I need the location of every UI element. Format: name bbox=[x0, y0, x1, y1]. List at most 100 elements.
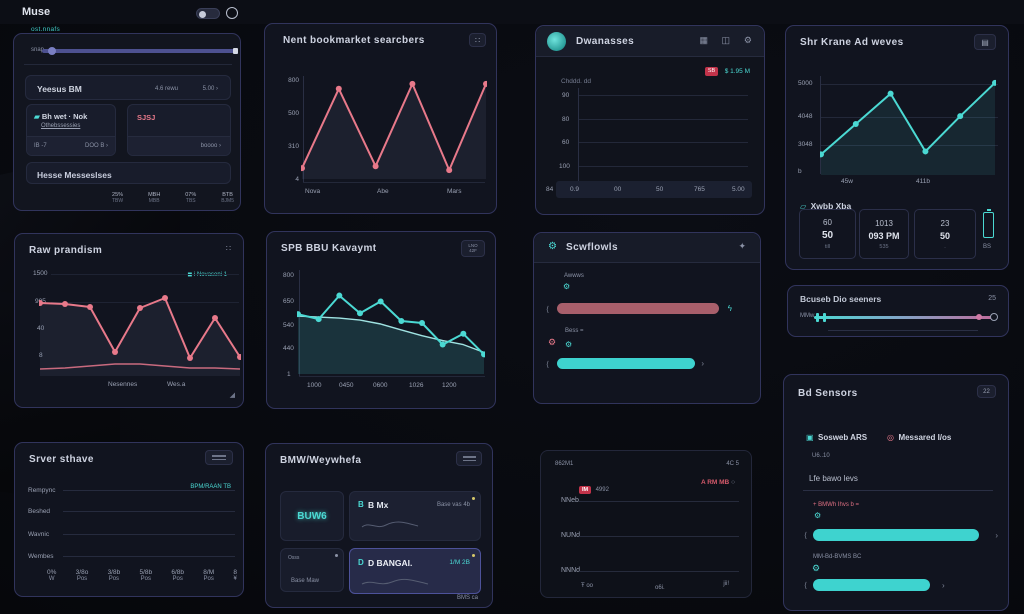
panel-slider-track[interactable] bbox=[42, 47, 238, 55]
progress-bar-red bbox=[557, 303, 719, 314]
gridline bbox=[63, 534, 235, 535]
collapse-icon[interactable]: ⟨ bbox=[546, 360, 550, 369]
x-tick-sub: W bbox=[48, 576, 55, 582]
sparkle-icon[interactable]: ✦ bbox=[738, 241, 746, 251]
y-tick: 440 bbox=[283, 345, 294, 352]
apps-menu-icon[interactable]: ∷ bbox=[469, 33, 486, 47]
item-label: + BMWh Ihvs b = bbox=[813, 502, 860, 508]
range-thumb-right[interactable] bbox=[976, 314, 982, 320]
y-tick: 4048 bbox=[798, 113, 813, 120]
tile-basemaw[interactable]: Osss Base Maw bbox=[280, 548, 344, 592]
collapse-icon[interactable]: ⟨ bbox=[804, 531, 808, 540]
gear-icon[interactable]: ⚙ bbox=[565, 340, 573, 349]
x-tick: 0600 bbox=[373, 382, 388, 389]
table-icon[interactable]: ▤ bbox=[974, 34, 996, 50]
header-actions[interactable]: 4C 5 bbox=[726, 461, 739, 467]
range-end-ring-icon[interactable] bbox=[990, 313, 998, 321]
stat-item: BTB BJM5 bbox=[221, 192, 234, 204]
panels-icon[interactable]: ◫ bbox=[721, 35, 730, 45]
y-tick: 8 bbox=[39, 352, 43, 359]
x-tick-group: 5/8b Pos bbox=[139, 569, 152, 582]
theme-toggle[interactable] bbox=[196, 8, 220, 19]
gear-icon[interactable]: ⚙ bbox=[563, 282, 571, 291]
range-thumb-left2[interactable] bbox=[823, 313, 826, 322]
tab-sources[interactable]: ▣ Sosweb ARS bbox=[806, 427, 867, 445]
square-dot-icon: ▣ bbox=[806, 433, 814, 442]
x-tick: 5.00 bbox=[732, 186, 745, 193]
gear-icon[interactable]: ⚙ bbox=[812, 563, 821, 573]
app-title: Muse bbox=[22, 6, 51, 18]
apps-menu-icon[interactable]: ∷ bbox=[225, 244, 231, 253]
mode-line: 42F bbox=[469, 248, 477, 253]
divider bbox=[24, 64, 232, 65]
chevron-right-icon[interactable]: › bbox=[942, 581, 945, 590]
stat-line: 1013 bbox=[875, 218, 893, 228]
stat-top: MBH bbox=[148, 192, 161, 198]
panel-slider-thumb[interactable] bbox=[48, 47, 56, 55]
line-chart bbox=[297, 292, 485, 374]
signature-scribble bbox=[361, 521, 419, 528]
legend-label: i Novaseni 1 bbox=[193, 272, 227, 278]
avatar-icon[interactable] bbox=[547, 32, 566, 51]
tile-buw6[interactable]: BUW6 bbox=[280, 491, 344, 541]
gridline bbox=[820, 117, 998, 118]
grid-icon[interactable]: ▦ bbox=[699, 35, 708, 45]
x-tick: Mars bbox=[447, 188, 462, 195]
badge-value: $ 1.95 M bbox=[724, 68, 750, 75]
progress-bar-teal bbox=[813, 579, 931, 591]
row-value-secondary[interactable]: 5.00 › bbox=[202, 86, 218, 92]
breadcrumb-link[interactable]: ost.nnafs bbox=[31, 26, 61, 33]
y-tick: 5000 bbox=[798, 80, 813, 87]
x-axis bbox=[299, 376, 485, 377]
tile-bangai[interactable]: D D BANGAI. 1/M 2B bbox=[349, 548, 481, 594]
bmw-card: BMW/Weywhefa BUW6 B B Mx Base vas 4b Oss… bbox=[265, 443, 493, 608]
panel-row-hesse[interactable]: Hesse Messeslses bbox=[26, 162, 231, 184]
subcard-subtitle[interactable]: Othebssessies bbox=[41, 123, 81, 129]
subcard-bhwet[interactable]: ▰ Bh wet · Nok Othebssessies IB -7 DOO B… bbox=[26, 104, 116, 156]
subcard-sjsj[interactable]: SJSJ boooo › bbox=[127, 104, 231, 156]
x-tick: Wes.a bbox=[167, 381, 186, 388]
x-tick-sub: Pos bbox=[140, 576, 151, 582]
chevron-right-icon[interactable]: › bbox=[995, 531, 998, 540]
mode-button[interactable]: LNO 42F bbox=[461, 240, 485, 257]
tile-bmx[interactable]: B B Mx Base vas 4b bbox=[349, 491, 481, 541]
subcard-footer: IB -7 DOO B › bbox=[27, 136, 115, 155]
wrench-icon[interactable]: ⚙ bbox=[814, 511, 822, 520]
range-slider-track[interactable] bbox=[814, 313, 998, 322]
count-badge[interactable]: 22 bbox=[977, 385, 996, 398]
x-tick: 3/8b bbox=[107, 569, 121, 576]
stat-line: 50 bbox=[821, 230, 834, 241]
subcard-footer: boooo › bbox=[128, 136, 230, 155]
range-thumb-left[interactable] bbox=[816, 313, 819, 322]
footer-right[interactable]: DOO B › bbox=[84, 143, 108, 149]
signature-scribble bbox=[361, 578, 429, 585]
gridline bbox=[51, 302, 239, 303]
bookmarket-chart-card: Nent bookmarket searcbers ∷ 800 500 310 … bbox=[264, 23, 497, 214]
x-tick-sub: ¥ bbox=[233, 576, 237, 582]
tab-messaged[interactable]: ◎ Messared I/os bbox=[887, 427, 951, 445]
x-tick: 3/8o bbox=[75, 569, 89, 576]
row-label: NUNd bbox=[561, 532, 581, 539]
group-label: Awwws bbox=[564, 273, 584, 279]
bolt-icon[interactable]: ϟ bbox=[727, 304, 732, 313]
stat-bottom: TBS bbox=[185, 198, 196, 204]
ring-icon[interactable]: ○ bbox=[731, 479, 735, 486]
plot-label: Chddd. dd bbox=[561, 78, 591, 85]
x-axis-band: 0.9 00 50 765 5.00 bbox=[556, 181, 752, 198]
collapse-icon[interactable]: ⟨ bbox=[546, 305, 550, 314]
info-badge[interactable] bbox=[456, 451, 482, 466]
footer-right[interactable]: boooo › bbox=[200, 143, 221, 149]
y-tick: 3048 bbox=[798, 141, 813, 148]
stat-bottom: MBB bbox=[148, 198, 160, 204]
collapse-icon[interactable]: ⟨ bbox=[804, 581, 808, 590]
legend: BPM/RAAN TB bbox=[190, 484, 231, 490]
gear-icon[interactable]: ⚙ bbox=[548, 337, 557, 347]
resize-icon[interactable]: ◢ bbox=[229, 392, 235, 399]
chevron-right-icon[interactable]: › bbox=[701, 359, 704, 368]
settings-button[interactable] bbox=[205, 450, 233, 465]
status-circle-icon[interactable] bbox=[226, 7, 238, 19]
panel-row-yeesus[interactable]: Yeesus BM 4.6 rewu 5.00 › bbox=[25, 75, 231, 100]
x-tick: 45w bbox=[841, 178, 853, 185]
gear-icon[interactable]: ⚙ bbox=[743, 35, 752, 45]
tile-meta: Base vas 4b bbox=[436, 502, 470, 508]
